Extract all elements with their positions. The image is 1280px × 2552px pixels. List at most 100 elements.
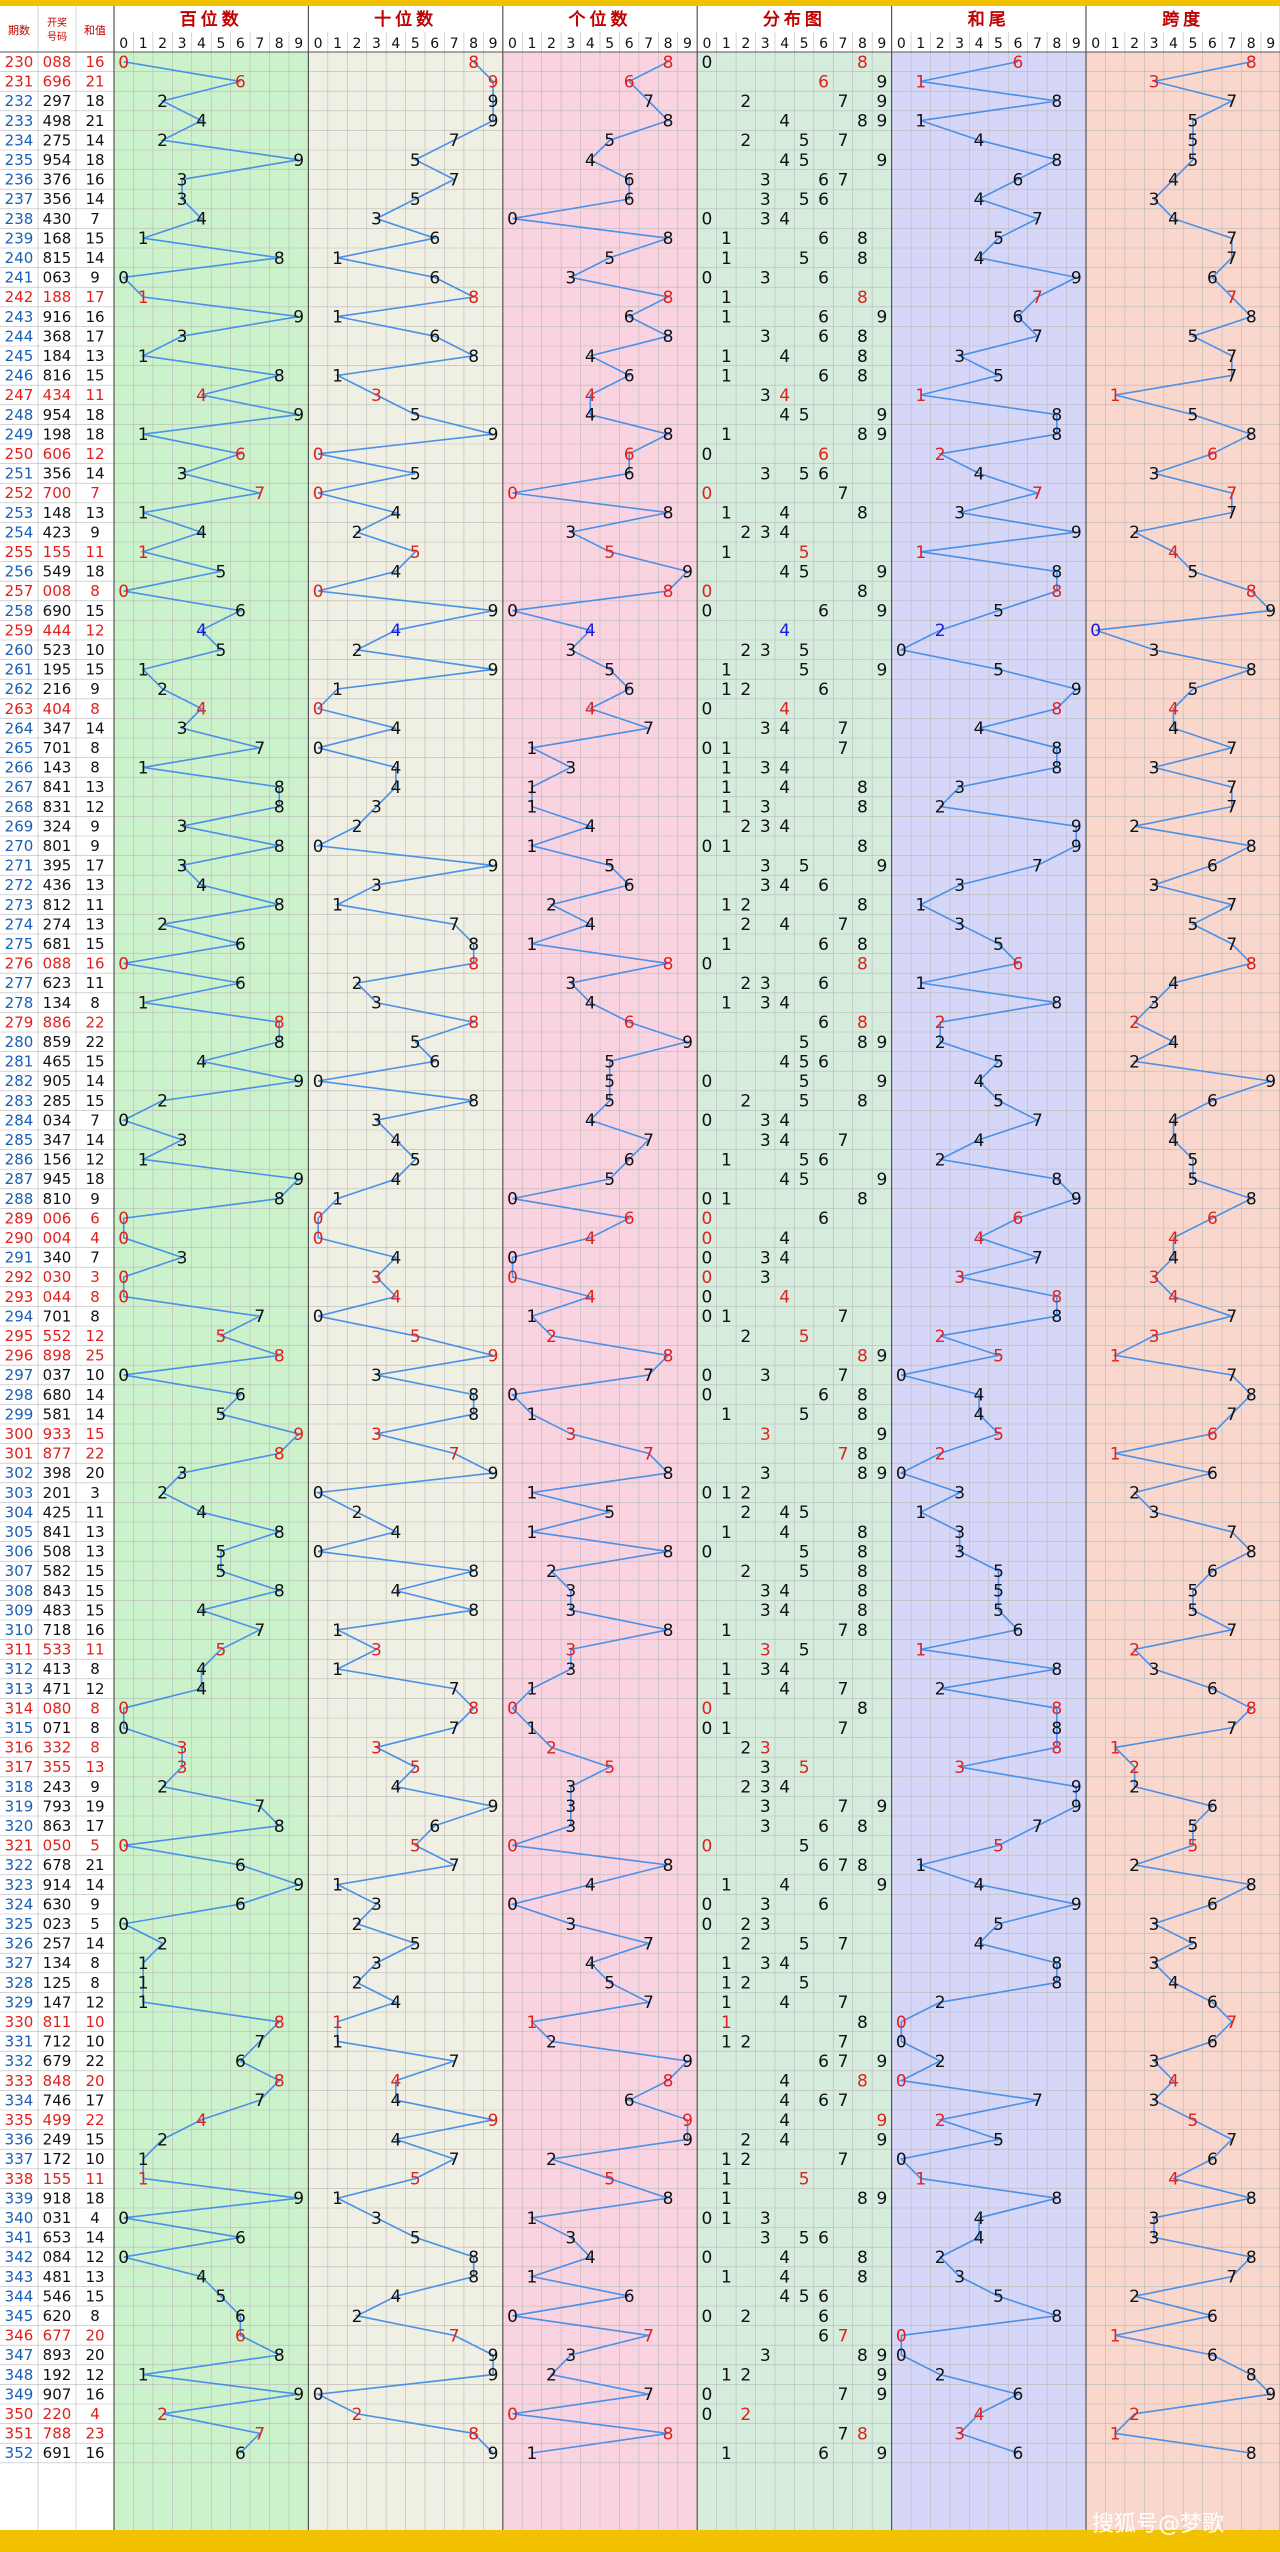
trend-point: 4 [974, 1229, 985, 1249]
trend-point: 3 [565, 2228, 576, 2248]
trend-point: 4 [585, 621, 596, 641]
distribution-point: 1 [721, 2150, 732, 2170]
trend-point: 6 [624, 190, 635, 210]
sum-cell: 25 [85, 1347, 104, 1365]
trend-point: 5 [216, 1640, 227, 1660]
trend-point: 1 [527, 837, 538, 857]
distribution-point: 6 [818, 680, 829, 700]
distribution-point: 3 [760, 1425, 771, 1445]
trend-point: 8 [468, 1013, 479, 1033]
number-cell: 274 [43, 915, 72, 933]
trend-point: 4 [585, 1111, 596, 1131]
distribution-point: 6 [818, 2091, 829, 2111]
period-cell: 294 [5, 1307, 34, 1325]
digit-header: 4 [1169, 36, 1178, 52]
trend-point: 2 [1129, 817, 1140, 837]
trend-point: 8 [274, 1582, 285, 1602]
sum-cell: 11 [85, 1641, 104, 1659]
trend-point: 1 [138, 994, 149, 1014]
trend-point: 4 [1168, 170, 1179, 190]
sum-cell: 8 [90, 759, 100, 777]
trend-point: 8 [1051, 406, 1062, 426]
trend-point: 2 [935, 1150, 946, 1170]
period-cell: 240 [5, 249, 34, 267]
sum-cell: 11 [85, 896, 104, 914]
trend-point: 2 [352, 1503, 363, 1523]
distribution-point: 4 [779, 1052, 790, 1072]
sum-cell: 8 [90, 1699, 100, 1717]
trend-point: 7 [449, 131, 460, 151]
distribution-point: 3 [760, 464, 771, 484]
trend-point: 7 [1226, 347, 1237, 367]
number-cell: 498 [43, 112, 72, 130]
sum-cell: 9 [90, 269, 100, 287]
distribution-point: 9 [876, 1464, 887, 1484]
trend-point: 6 [235, 1386, 246, 1406]
sum-cell: 16 [85, 171, 104, 189]
period-cell: 314 [5, 1699, 34, 1717]
distribution-point: 4 [779, 1170, 790, 1190]
distribution-point: 9 [876, 1033, 887, 1053]
number-cell: 549 [43, 563, 72, 581]
period-cell: 255 [5, 543, 34, 561]
trend-point: 1 [332, 2032, 343, 2052]
sum-cell: 15 [85, 2287, 104, 2305]
sum-cell: 8 [90, 994, 100, 1012]
distribution-point: 4 [779, 1954, 790, 1974]
trend-point: 3 [177, 1758, 188, 1778]
trend-point: 2 [1129, 1778, 1140, 1798]
distribution-point: 7 [838, 1366, 849, 1386]
distribution-point: 4 [779, 406, 790, 426]
sum-cell: 14 [85, 2229, 104, 2247]
distribution-point: 2 [740, 1738, 751, 1758]
trend-point: 2 [157, 1778, 168, 1798]
distribution-point: 0 [702, 445, 713, 465]
number-cell: 423 [43, 523, 72, 541]
trend-point: 8 [468, 1405, 479, 1425]
sum-cell: 18 [85, 151, 104, 169]
trend-point: 5 [1188, 562, 1199, 582]
trend-point: 6 [429, 1052, 440, 1072]
trend-point: 9 [682, 2111, 693, 2131]
distribution-point: 1 [721, 1719, 732, 1739]
distribution-point: 5 [799, 190, 810, 210]
trend-point: 8 [1246, 425, 1257, 445]
period-cell: 313 [5, 1680, 34, 1698]
distribution-point: 0 [702, 2307, 713, 2327]
digit-header: 1 [139, 36, 148, 52]
distribution-point: 3 [760, 1954, 771, 1974]
number-cell: 843 [43, 1582, 72, 1600]
trend-point: 8 [1246, 837, 1257, 857]
distribution-point: 0 [702, 1484, 713, 1504]
trend-point: 8 [663, 1621, 674, 1641]
distribution-point: 6 [818, 229, 829, 249]
trend-point: 6 [1207, 2307, 1218, 2327]
sum-cell: 7 [90, 1111, 100, 1129]
trend-point: 4 [390, 2072, 401, 2092]
trend-point: 4 [390, 1248, 401, 1268]
distribution-point: 1 [721, 1680, 732, 1700]
period-cell: 297 [5, 1366, 34, 1384]
distribution-point: 9 [876, 1072, 887, 1092]
trend-point: 4 [585, 1954, 596, 1974]
trend-point: 0 [313, 484, 324, 504]
period-cell: 290 [5, 1229, 34, 1247]
distribution-point: 4 [779, 1248, 790, 1268]
period-cell: 348 [5, 2366, 34, 2384]
trend-point: 6 [624, 1209, 635, 1229]
sum-cell: 14 [85, 1405, 104, 1423]
period-cell: 293 [5, 1288, 34, 1306]
period-cell: 244 [5, 327, 34, 345]
trend-point: 8 [1051, 1288, 1062, 1308]
trend-point: 4 [196, 1680, 207, 1700]
number-cell: 088 [43, 955, 72, 973]
sum-cell: 9 [90, 1778, 100, 1796]
distribution-point: 5 [799, 2228, 810, 2248]
trend-point: 6 [235, 2307, 246, 2327]
sum-cell: 15 [85, 1053, 104, 1071]
distribution-point: 4 [779, 347, 790, 367]
distribution-point: 3 [760, 758, 771, 778]
trend-point: 8 [468, 1092, 479, 1112]
trend-point: 1 [915, 112, 926, 132]
number-cell: 681 [43, 935, 72, 953]
